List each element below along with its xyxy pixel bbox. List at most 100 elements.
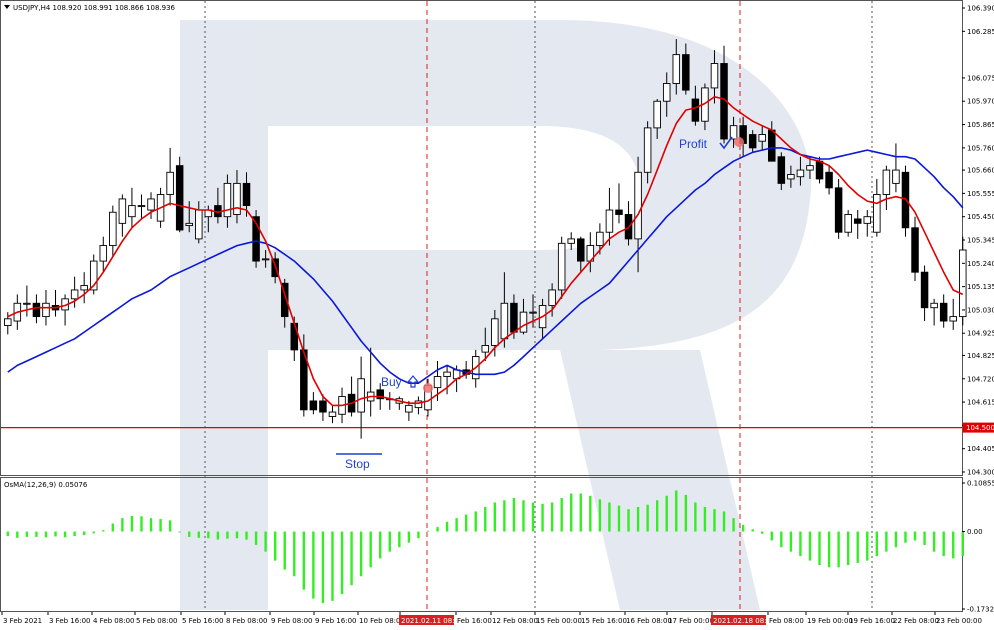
stop-annotation: Stop <box>336 453 382 471</box>
bull-candle-body <box>863 216 872 224</box>
candle <box>834 178 843 239</box>
bull-candle-body <box>443 371 451 377</box>
price-tick-label: 105.865 <box>967 121 994 129</box>
bear-candle-body <box>32 302 41 318</box>
candle <box>61 294 69 326</box>
candle <box>23 285 31 317</box>
osc-tick-label: 0.10855 <box>967 480 994 488</box>
bull-candle-body <box>414 400 423 409</box>
candle <box>777 152 786 191</box>
candle <box>548 283 556 317</box>
bull-candle-body <box>729 125 738 140</box>
time-tick-label: 17 Feb 00:00 <box>668 617 714 625</box>
bull-candle-body <box>519 311 528 333</box>
bull-candle-body <box>166 171 174 195</box>
bear-candle-body <box>815 160 824 180</box>
bull-candle-body <box>758 134 766 142</box>
bull-candle-body <box>634 171 642 240</box>
bull-candle-body <box>70 289 79 300</box>
bear-candle-body <box>290 322 299 351</box>
candle <box>882 165 891 211</box>
candle <box>414 396 423 415</box>
support-price-box <box>963 422 994 433</box>
candle <box>366 347 375 417</box>
candle <box>729 116 738 148</box>
bear-candle-body <box>280 282 289 318</box>
candle <box>395 396 404 410</box>
candle <box>529 294 537 328</box>
buy-annotation: Buy <box>381 375 433 393</box>
bull-candle-body <box>4 318 12 326</box>
bull-candle-body <box>195 209 203 240</box>
bear-candle-body <box>777 156 786 184</box>
time-tick-label: 16 Feb 08:00 <box>626 617 672 625</box>
candle <box>643 121 652 184</box>
candle <box>32 294 41 324</box>
candle <box>939 294 948 328</box>
candle <box>710 50 719 104</box>
bull-candle-body <box>557 242 566 291</box>
bull-candle-body <box>405 404 413 413</box>
bear-candle-body <box>309 400 318 411</box>
bull-candle-body <box>596 231 604 247</box>
bear-candle-body <box>911 227 919 273</box>
time-tick-label: 12 Feb 08:00 <box>492 617 538 625</box>
candle <box>863 210 872 237</box>
bear-candle-body <box>682 54 690 91</box>
time-tick-label: 23 Feb 00:00 <box>936 617 982 625</box>
bull-candle-body <box>481 345 490 353</box>
bear-candle-body <box>768 129 776 162</box>
candle <box>223 174 232 228</box>
time-tick-label: 2021.02.18 08:00 <box>713 617 775 625</box>
time-gridlines <box>204 1 873 611</box>
buy-label: Buy <box>381 375 402 389</box>
bear-candle-body <box>252 216 260 262</box>
bull-candle-body <box>529 311 537 314</box>
stop-label: Stop <box>345 457 370 471</box>
time-tick-label: 4 Feb 08:00 <box>93 617 134 625</box>
bull-candle-body <box>118 198 127 224</box>
price-tick-label: 104.405 <box>967 445 994 453</box>
bear-candle-body <box>939 302 948 322</box>
time-tick-label: Feb 16:00 <box>457 617 492 625</box>
candle <box>99 236 108 273</box>
bull-candle-body <box>233 182 241 215</box>
osc-header-text: OsMA(12,26,9) 0.05076 <box>4 481 88 489</box>
candle <box>405 400 413 421</box>
dropdown-triangle-icon <box>4 5 10 9</box>
candle <box>233 170 241 224</box>
time-tick-label: 15 Feb 00:00 <box>536 617 582 625</box>
time-label-highlight <box>711 615 766 625</box>
candle <box>89 254 98 295</box>
bull-candle-body <box>42 302 50 318</box>
candlestick-series <box>4 39 967 439</box>
bull-candle-body <box>672 54 681 84</box>
time-axis: 3 Feb 2021 3 Feb 16:00 4 Feb 08:00 5 Feb 08… <box>1 612 982 625</box>
arrow-up-outline-icon <box>406 375 420 388</box>
candle <box>386 392 394 410</box>
bear-candle-body <box>376 389 384 400</box>
candle <box>672 39 681 95</box>
time-tick-label: 22 Feb 08:00 <box>893 617 939 625</box>
price-tick-label: 105.660 <box>967 167 994 175</box>
bull-candle-body <box>491 318 499 346</box>
candle <box>109 205 117 257</box>
bull-candle-body <box>23 302 31 305</box>
bull-candle-body <box>185 222 193 227</box>
bull-candle-body <box>844 214 852 233</box>
price-tick-label: 106.390 <box>967 5 994 13</box>
support-price-label: 104.500 <box>966 424 994 432</box>
candle <box>128 187 136 228</box>
bull-candle-body <box>80 285 88 291</box>
candle <box>949 298 957 330</box>
time-tick-label: 3 Feb 2021 <box>3 617 42 625</box>
price-tick-label: 105.555 <box>967 190 994 198</box>
bull-candle-body <box>605 209 614 233</box>
price-tick-label: 106.075 <box>967 74 994 82</box>
symbol-header-text: USDJPY,H4 108.920 108.991 108.866 108.93… <box>13 4 176 12</box>
moving-averages <box>7 96 964 407</box>
candle <box>185 201 193 233</box>
time-tick-label: 19 Feb 16:00 <box>849 617 895 625</box>
bear-candle-body <box>834 187 843 233</box>
